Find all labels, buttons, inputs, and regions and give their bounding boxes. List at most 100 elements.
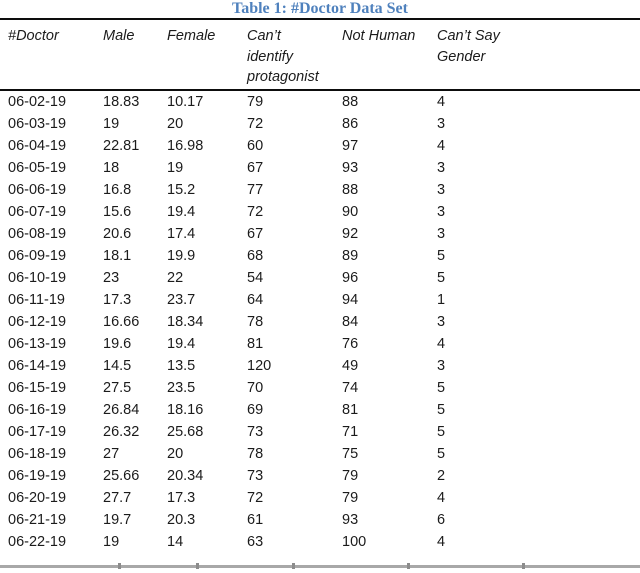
table-cell: 70 [247, 380, 264, 396]
table-cell: 74 [342, 380, 359, 396]
table-cell: 18.1 [103, 248, 132, 264]
table-cell: 67 [247, 160, 264, 176]
table-cell: 06-19-19 [8, 468, 67, 484]
table-row: 06-22-19 19 14 63 100 4 [0, 531, 640, 553]
table-cell: 26.32 [103, 424, 140, 440]
table-row: 06-15-19 27.5 23.5 70 74 5 [0, 377, 640, 399]
table-cell: 23.7 [167, 292, 196, 308]
table-cell: 4 [437, 490, 446, 506]
table-cell: 06-22-19 [8, 534, 67, 550]
table-cell: 88 [342, 182, 359, 198]
table-cell: 3 [437, 314, 446, 330]
table-cell: 75 [342, 446, 359, 462]
table-cell: 81 [342, 402, 359, 418]
table-cell: 60 [247, 138, 264, 154]
table-cell: 18.34 [167, 314, 204, 330]
table-cell: 06-20-19 [8, 490, 67, 506]
table-cell: 18.83 [103, 94, 140, 110]
table-cell: 20.34 [167, 468, 204, 484]
grid-tick [407, 563, 410, 569]
table-cell: 79 [247, 94, 264, 110]
column-header-not-human: Not Human [342, 28, 416, 44]
table-cell: 15.6 [103, 204, 132, 220]
grid-tick [522, 563, 525, 569]
table-cell: 73 [247, 468, 264, 484]
table-cell: 76 [342, 336, 359, 352]
table-cell: 69 [247, 402, 264, 418]
table-cell: 4 [437, 336, 446, 352]
table-cell: 88 [342, 94, 359, 110]
table-body: 06-02-19 18.83 10.17 79 88 4 06-03-19 19 20 72 86 3… [0, 91, 640, 553]
table-cell: 06-04-19 [8, 138, 67, 154]
table-cell: 78 [247, 314, 264, 330]
table-cell: 100 [342, 534, 367, 550]
column-header-female: Female [167, 28, 216, 44]
table-row: 06-14-19 14.5 13.5 120 49 3 [0, 355, 640, 377]
table-cell: 06-07-19 [8, 204, 67, 220]
table-cell: 06-21-19 [8, 512, 67, 528]
table-cell: 19.7 [103, 512, 132, 528]
table-cell: 25.66 [103, 468, 140, 484]
table-cell: 16.8 [103, 182, 132, 198]
table-row: 06-20-19 27.7 17.3 72 79 4 [0, 487, 640, 509]
table-row: 06-07-19 15.6 19.4 72 90 3 [0, 201, 640, 223]
table-cell: 67 [247, 226, 264, 242]
table-cell: 16.66 [103, 314, 140, 330]
table-cell: 06-16-19 [8, 402, 67, 418]
table-cell: 27 [103, 446, 120, 462]
table-row: 06-06-19 16.8 15.2 77 88 3 [0, 179, 640, 201]
table-cell: 13.5 [167, 358, 196, 374]
table-cell: 54 [247, 270, 264, 286]
column-header-cant-identify-protagonist: Can’t identify protagonist [247, 28, 319, 85]
table-cell: 3 [437, 160, 446, 176]
table-cell: 06-10-19 [8, 270, 67, 286]
table-cell: 79 [342, 468, 359, 484]
table-row: 06-02-19 18.83 10.17 79 88 4 [0, 91, 640, 113]
table-cell: 19.4 [167, 336, 196, 352]
table-cell: 26.84 [103, 402, 140, 418]
table-cell: 16.98 [167, 138, 204, 154]
table-row: 06-19-19 25.66 20.34 73 79 2 [0, 465, 640, 487]
table-cell: 73 [247, 424, 264, 440]
table-cell: 77 [247, 182, 264, 198]
table-cell: 06-09-19 [8, 248, 67, 264]
column-header-cant-say-gender: Can’t Say Gender [437, 28, 500, 65]
table-cell: 20.3 [167, 512, 196, 528]
table-cell: 19.6 [103, 336, 132, 352]
doctor-data-table: #Doctor Male Female Can’t identify prota… [0, 18, 640, 553]
table-cell: 20.6 [103, 226, 132, 242]
table-cell: 06-13-19 [8, 336, 67, 352]
table-cell: 1 [437, 292, 446, 308]
table-cell: 06-03-19 [8, 116, 67, 132]
table-cell: 84 [342, 314, 359, 330]
table-row: 06-18-19 27 20 78 75 5 [0, 443, 640, 465]
table-cell: 4 [437, 534, 446, 550]
table-cell: 89 [342, 248, 359, 264]
table-cell: 19 [103, 534, 120, 550]
table-cell: 90 [342, 204, 359, 220]
grid-tick [118, 563, 121, 569]
table-cell: 72 [247, 490, 264, 506]
table-cell: 19 [103, 116, 120, 132]
table-cell: 19.9 [167, 248, 196, 264]
table-row: 06-08-19 20.6 17.4 67 92 3 [0, 223, 640, 245]
table-row: 06-03-19 19 20 72 86 3 [0, 113, 640, 135]
table-cell: 06-05-19 [8, 160, 67, 176]
table-cell: 4 [437, 138, 446, 154]
table-cell: 06-18-19 [8, 446, 67, 462]
table-cell: 68 [247, 248, 264, 264]
table-row: 06-16-19 26.84 18.16 69 81 5 [0, 399, 640, 421]
table-cell: 25.68 [167, 424, 204, 440]
table-cell: 3 [437, 226, 446, 242]
table-cell: 06-17-19 [8, 424, 67, 440]
table-cell: 19 [167, 160, 184, 176]
table-cell: 06-06-19 [8, 182, 67, 198]
table-row: 06-10-19 23 22 54 96 5 [0, 267, 640, 289]
table-cell: 92 [342, 226, 359, 242]
table-cell: 3 [437, 358, 446, 374]
table-cell: 5 [437, 270, 446, 286]
table-cell: 3 [437, 204, 446, 220]
table-cell: 23 [103, 270, 120, 286]
table-cell: 93 [342, 160, 359, 176]
table-cell: 49 [342, 358, 359, 374]
